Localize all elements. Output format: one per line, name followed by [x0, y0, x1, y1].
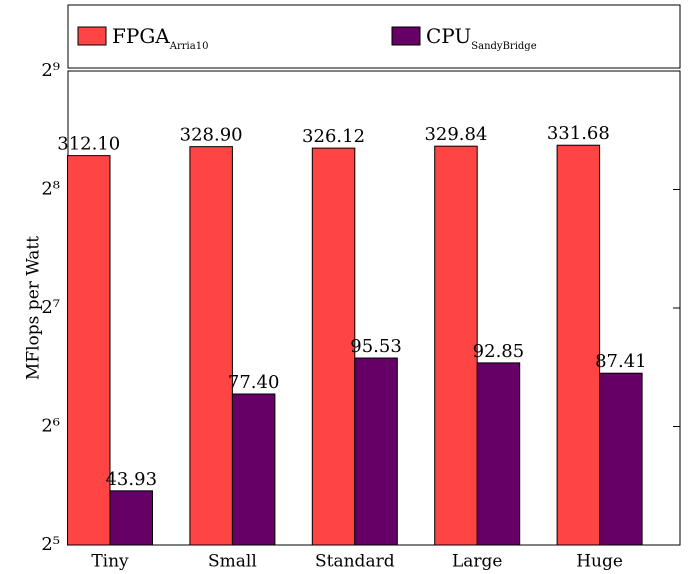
y-tick-label: 2⁵	[41, 534, 60, 555]
y-tick-label: 2⁷	[41, 297, 60, 318]
y-tick-label: 2⁶	[41, 416, 60, 437]
legend-subscript: SandyBridge	[471, 41, 536, 52]
x-tick-label: Tiny	[91, 552, 129, 572]
y-axis-label: MFlops per Watt	[24, 236, 44, 380]
value-label: 43.93	[105, 469, 157, 490]
value-label: 312.10	[57, 134, 120, 155]
value-label: 92.85	[473, 341, 525, 362]
bar	[434, 145, 478, 546]
legend-label: CPUSandyBridge	[426, 24, 537, 52]
bar	[599, 372, 643, 546]
bar	[189, 146, 233, 546]
legend-swatch	[391, 26, 421, 46]
value-label: 329.84	[424, 124, 487, 145]
y-tick-label: 2⁸	[41, 179, 60, 200]
value-label: 87.41	[595, 351, 647, 372]
legend-name: FPGA	[112, 24, 170, 48]
bar	[67, 155, 111, 546]
legend-name: CPU	[426, 24, 471, 48]
legend-subscript: Arria10	[169, 41, 209, 52]
x-tick-label: Huge	[576, 552, 623, 572]
bar	[109, 490, 153, 546]
value-label: 326.12	[302, 126, 365, 147]
y-tick-label: 2⁹	[41, 60, 60, 81]
bar	[231, 393, 276, 546]
bar	[476, 362, 521, 546]
x-tick-label: Standard	[315, 552, 395, 572]
legend-label: FPGAArria10	[112, 24, 208, 52]
bar	[556, 144, 601, 546]
legend-box	[67, 4, 681, 69]
legend-swatch	[77, 26, 107, 46]
bar	[354, 357, 398, 546]
x-tick-label: Small	[208, 552, 257, 572]
x-tick-label: Large	[452, 552, 503, 572]
bar	[311, 147, 356, 546]
value-label: 331.68	[547, 123, 610, 144]
value-label: 95.53	[350, 336, 402, 357]
value-label: 328.90	[180, 125, 243, 146]
value-label: 77.40	[228, 372, 280, 393]
